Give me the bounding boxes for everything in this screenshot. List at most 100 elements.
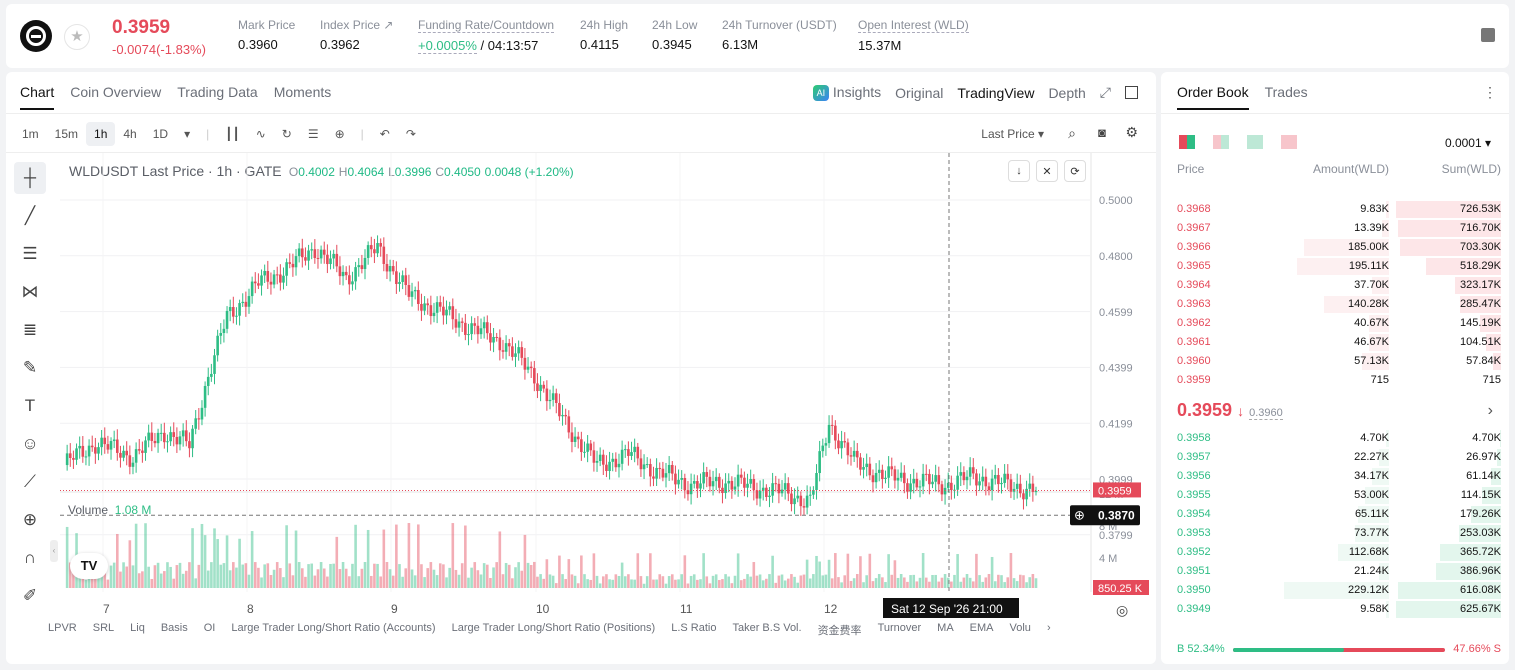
- pencil-lock-icon[interactable]: ✐: [22, 586, 38, 605]
- tab-trading-data[interactable]: Trading Data: [177, 84, 258, 100]
- arrow-down-icon[interactable]: ↓: [1008, 160, 1030, 182]
- precision-select[interactable]: 0.0001 ▾: [1444, 136, 1491, 150]
- magnet-icon[interactable]: ∩: [23, 548, 37, 567]
- ind-basis[interactable]: Basis: [160, 622, 188, 634]
- ind-ltlsr-positions[interactable]: Large Trader Long/Short Ratio (Positions…: [451, 622, 656, 634]
- bid-row[interactable]: 0.3953 73.77K 253.03K: [1177, 524, 1501, 543]
- search-icon[interactable]: ⌕: [1068, 125, 1076, 141]
- ind-turnover[interactable]: Turnover: [877, 622, 922, 634]
- bid-row[interactable]: 0.3950 229.12K 616.08K: [1177, 581, 1501, 600]
- ask-row[interactable]: 0.3965 195.11K 518.29K: [1177, 257, 1501, 276]
- stat-index-price[interactable]: Index Price ↗ 0.3962: [320, 18, 393, 52]
- crosshair-icon[interactable]: ┼: [14, 162, 46, 194]
- chevron-right-icon[interactable]: ›: [1046, 622, 1051, 634]
- ask-row[interactable]: 0.3959 715 715: [1177, 371, 1501, 390]
- refresh-icon[interactable]: ⟳: [1064, 160, 1086, 182]
- tab-depth[interactable]: Depth: [1048, 84, 1086, 101]
- ind-oi[interactable]: OI: [203, 622, 216, 634]
- expand-icon[interactable]: ⤢: [1099, 84, 1111, 101]
- ind-volume[interactable]: Volu: [1009, 622, 1031, 634]
- tab-original[interactable]: Original: [895, 84, 944, 101]
- amount-bar: [1304, 239, 1389, 256]
- ask-row[interactable]: 0.3960 57.13K 57.84K: [1177, 352, 1501, 371]
- chevron-down-icon[interactable]: ▾: [184, 127, 191, 141]
- bid-row[interactable]: 0.3951 21.24K 386.96K: [1177, 562, 1501, 581]
- ind-ltlsr-accounts[interactable]: Large Trader Long/Short Ratio (Accounts): [231, 622, 436, 634]
- templates-icon[interactable]: ☰: [307, 127, 319, 141]
- ind-ema[interactable]: EMA: [969, 622, 994, 634]
- ind-srl[interactable]: SRL: [92, 622, 115, 634]
- price-type-select[interactable]: Last Price ▾: [981, 127, 1044, 141]
- more-menu-icon[interactable]: ⋮: [1483, 84, 1497, 100]
- ind-lpvr[interactable]: LPVR: [48, 622, 77, 634]
- tab-tradingview[interactable]: TradingView: [957, 84, 1035, 101]
- favorite-star-icon[interactable]: ★: [64, 24, 90, 50]
- view-bids-icon[interactable]: [1247, 135, 1263, 149]
- tab-moments[interactable]: Moments: [273, 84, 332, 100]
- candle: [507, 343, 511, 347]
- tab-order-book[interactable]: Order Book: [1177, 84, 1249, 110]
- indicators-icon[interactable]: ∿: [255, 127, 266, 141]
- settings-target-icon[interactable]: ◎: [1116, 602, 1129, 618]
- fib-icon[interactable]: ≣: [22, 320, 38, 339]
- ask-row[interactable]: 0.3961 46.67K 104.51K: [1177, 333, 1501, 352]
- tf-1d[interactable]: 1D: [152, 127, 169, 141]
- stat-funding-rate[interactable]: Funding Rate/Countdown +0.0005% / 04:13:5…: [418, 18, 555, 54]
- chevron-right-icon[interactable]: ›: [1487, 402, 1493, 419]
- replay-icon[interactable]: ↻: [281, 127, 292, 141]
- ask-row[interactable]: 0.3967 13.39K 716.70K: [1177, 219, 1501, 238]
- pattern-icon[interactable]: ⋈: [21, 282, 39, 301]
- emoji-icon[interactable]: ☺: [21, 434, 39, 453]
- view-both-icon[interactable]: [1179, 135, 1195, 149]
- gear-icon[interactable]: ⚙: [1125, 124, 1138, 140]
- view-both-alt-icon[interactable]: [1213, 135, 1229, 149]
- ind-taker-bs-vol[interactable]: Taker B.S Vol.: [732, 622, 802, 634]
- add-alert-icon[interactable]: ⊕: [1074, 507, 1085, 522]
- ind-ma[interactable]: MA: [937, 622, 954, 634]
- candlestick-chart[interactable]: 0.50000.48000.45990.43990.41990.39990.37…: [6, 72, 1156, 664]
- view-asks-icon[interactable]: [1281, 135, 1297, 149]
- tf-4h[interactable]: 4h: [123, 127, 137, 141]
- ask-row[interactable]: 0.3968 9.83K 726.53K: [1177, 200, 1501, 219]
- tradingview-logo-icon[interactable]: TV: [70, 553, 108, 579]
- zoom-in-icon[interactable]: ⊕: [22, 510, 38, 529]
- ask-row[interactable]: 0.3962 40.67K 145.19K: [1177, 314, 1501, 333]
- tab-trades[interactable]: Trades: [1264, 84, 1308, 100]
- candle: [1028, 483, 1032, 489]
- bid-row[interactable]: 0.3955 53.00K 114.15K: [1177, 486, 1501, 505]
- redo-icon[interactable]: ↷: [405, 127, 416, 141]
- ruler-icon[interactable]: ⟋: [24, 472, 36, 491]
- document-icon[interactable]: [1481, 28, 1495, 42]
- ask-row[interactable]: 0.3964 37.70K 323.17K: [1177, 276, 1501, 295]
- undo-icon[interactable]: ↶: [379, 127, 390, 141]
- tab-insights[interactable]: AI Insights: [812, 84, 881, 102]
- horizontal-lines-icon[interactable]: ☰: [22, 244, 38, 263]
- candle-type-icon[interactable]: ┃┃: [225, 127, 240, 141]
- tf-1m[interactable]: 1m: [22, 127, 39, 141]
- ind-funding-rate[interactable]: 资金费率: [817, 625, 862, 637]
- ask-row[interactable]: 0.3963 140.28K 285.47K: [1177, 295, 1501, 314]
- ask-row[interactable]: 0.3966 185.00K 703.30K: [1177, 238, 1501, 257]
- ind-liq[interactable]: Liq: [130, 622, 145, 634]
- bid-row[interactable]: 0.3958 4.70K 4.70K: [1177, 429, 1501, 448]
- bid-row[interactable]: 0.3952 112.68K 365.72K: [1177, 543, 1501, 562]
- bid-row[interactable]: 0.3956 34.17K 61.14K: [1177, 467, 1501, 486]
- bid-row[interactable]: 0.3949 9.58K 625.67K: [1177, 600, 1501, 619]
- trendline-icon[interactable]: ╱: [24, 206, 36, 225]
- tf-1h[interactable]: 1h: [86, 122, 116, 146]
- brush-icon[interactable]: ✎: [22, 358, 38, 377]
- ind-ls-ratio[interactable]: L.S Ratio: [671, 622, 717, 634]
- candle: [517, 347, 520, 354]
- window-icon[interactable]: [1125, 86, 1138, 100]
- camera-icon[interactable]: ◙: [1098, 125, 1106, 140]
- bid-row[interactable]: 0.3957 22.27K 26.97K: [1177, 448, 1501, 467]
- text-icon[interactable]: T: [24, 396, 36, 415]
- volume-bar: [855, 574, 859, 588]
- tf-15m[interactable]: 15m: [54, 127, 79, 141]
- collapse-icon[interactable]: ✕: [1036, 160, 1058, 182]
- collapse-toolbar-icon[interactable]: ‹: [50, 540, 58, 562]
- tab-coin-overview[interactable]: Coin Overview: [70, 84, 162, 100]
- bid-row[interactable]: 0.3954 65.11K 179.26K: [1177, 505, 1501, 524]
- tab-chart[interactable]: Chart: [20, 84, 55, 110]
- add-indicator-icon[interactable]: ⊕: [334, 127, 345, 141]
